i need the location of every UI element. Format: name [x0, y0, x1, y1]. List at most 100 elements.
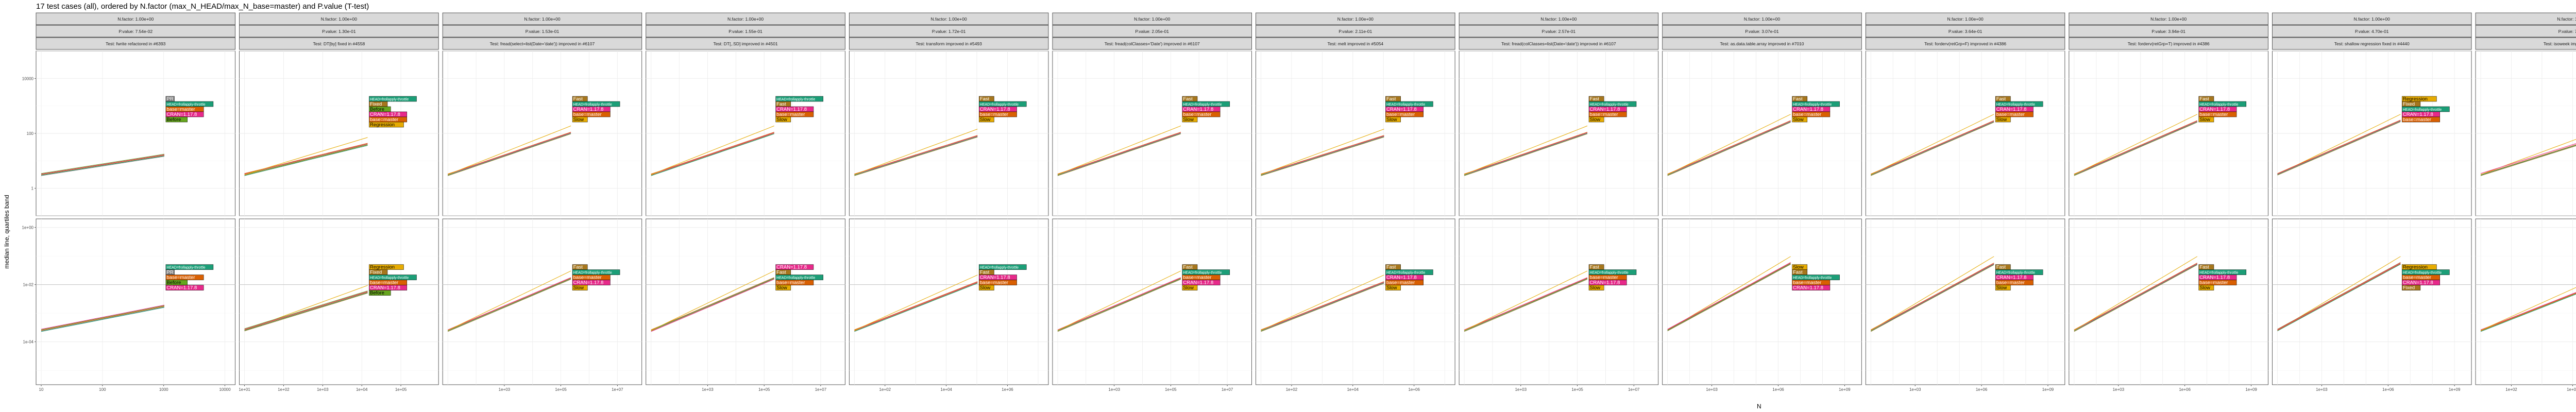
facet-strip-label: Test: DT[,.SD] improved in #4501 — [713, 41, 777, 46]
series-line — [651, 270, 774, 331]
series-label: Fast — [1996, 96, 2006, 102]
series-label-box — [979, 274, 1017, 280]
series-label-box — [979, 280, 1017, 285]
facet-strip — [2475, 37, 2576, 50]
facet-strip — [1052, 37, 1252, 50]
facet-strip-label: Test: fread(colClasses=list(Date='date')… — [1501, 41, 1616, 46]
panel-background — [2272, 50, 2472, 216]
panel-background — [36, 50, 235, 216]
panel-background — [1865, 50, 2065, 216]
series-label-box — [1182, 111, 1221, 117]
series-label-box — [1792, 116, 1808, 123]
series-label-box — [572, 96, 588, 102]
series-label-box — [1792, 269, 1808, 275]
series-label: Fast — [1793, 270, 1803, 276]
series-line — [1057, 132, 1181, 175]
facet-strip-label: Test: forderv(retGrp=F) improved in #438… — [1924, 41, 2006, 46]
series-label: HEAD=frollapply-throttle — [776, 98, 815, 101]
series-line — [2277, 263, 2401, 331]
facet-strip-label: Test: shallow regression fixed in #4440 — [2334, 41, 2410, 46]
series-line — [2074, 264, 2198, 332]
series-label: Fast — [980, 270, 990, 276]
series-label: CRAN=1.17.8 — [1793, 107, 1823, 112]
facet-strip — [646, 12, 845, 25]
series-line — [244, 291, 368, 330]
series-line — [2277, 262, 2401, 330]
series-label-box — [369, 264, 404, 270]
series-label: HEAD=frollapply-throttle — [166, 266, 205, 270]
panel-background — [1662, 50, 1862, 216]
series-line — [1667, 263, 1791, 330]
panel-background — [239, 218, 439, 385]
x-tick-label: 1e+04 — [2567, 387, 2576, 392]
series-line — [1057, 277, 1181, 330]
series-label: HEAD=frollapply-throttle — [980, 266, 1019, 270]
series-label: PR — [166, 270, 173, 276]
facet-strip-label: N.factor: 1.00e+00 — [2354, 16, 2390, 22]
facet-strip — [239, 25, 439, 38]
series-line — [1667, 114, 1791, 175]
series-label-box — [775, 96, 823, 102]
series-line — [651, 279, 774, 332]
series-label: Regression — [370, 265, 395, 270]
series-label: Slow — [573, 285, 584, 291]
facet-strip-label: N.factor: 1.00e+00 — [1134, 16, 1170, 22]
facet-strip-label: Test: melt improved in #5054 — [1327, 41, 1383, 46]
series-label-box — [165, 106, 204, 112]
series-label: base=master — [1793, 280, 1821, 286]
series-label-box — [1182, 106, 1221, 112]
series-line — [1667, 122, 1791, 176]
facet-strip-label: P.value: 4.70e-01 — [2355, 29, 2389, 34]
series-line — [1057, 133, 1181, 176]
series-label: base=master — [1590, 112, 1618, 117]
series-label-box — [1792, 96, 1808, 102]
series-label-box — [775, 264, 814, 270]
x-tick-label: 1e+05 — [395, 387, 407, 392]
series-label: HEAD=frollapply-throttle — [573, 271, 612, 275]
facet-strip — [2272, 12, 2472, 25]
series-label-box — [775, 101, 791, 107]
series-line — [1464, 132, 1588, 175]
x-tick-label: 1e+03 — [1515, 387, 1527, 392]
series-label-box — [369, 285, 408, 290]
facet-strip — [36, 12, 235, 25]
series-line — [244, 144, 368, 176]
y-tick-label: 1e+00 — [22, 226, 34, 230]
series-label-box — [775, 274, 823, 280]
facet-strip-label: P.value: 3.07e-01 — [1745, 29, 1779, 34]
series-label: HEAD=frollapply-throttle — [166, 103, 205, 107]
panel-background — [646, 218, 845, 385]
series-line — [244, 291, 368, 330]
series-line — [2277, 264, 2401, 332]
facet-panel: N.factor: 1.00e+00 P.value: 2.11e-01 Test:… — [1256, 12, 1455, 392]
x-tick-label: 1e+07 — [815, 387, 827, 392]
facet-strip-label: P.value: 3.64e-01 — [1948, 29, 1982, 34]
series-label-box — [2198, 101, 2247, 107]
series-label: HEAD=frollapply-throttle — [1996, 271, 2035, 275]
facet-strip-label: P.value: 1.30e-01 — [322, 29, 356, 34]
series-label: Slow — [776, 285, 787, 291]
x-tick-label: 1e+02 — [1286, 387, 1298, 392]
series-line — [1057, 279, 1181, 332]
x-tick-label: 1e+06 — [1976, 387, 1988, 392]
series-label-box — [2198, 264, 2214, 270]
x-tick-label: 1e+05 — [758, 387, 770, 392]
series-line — [1871, 256, 1994, 331]
series-label: CRAN=1.17.8 — [2199, 107, 2230, 112]
series-line — [854, 274, 978, 331]
facet-strip — [36, 25, 235, 38]
series-label: Regression — [2403, 96, 2428, 102]
series-label: Before — [166, 280, 181, 286]
series-label-box — [572, 274, 611, 280]
series-label: CRAN=1.17.8 — [1386, 107, 1417, 112]
series-line — [1057, 278, 1181, 332]
series-label: Fast — [1386, 96, 1396, 102]
series-line — [448, 133, 571, 176]
series-label: base=master — [1183, 275, 1211, 281]
series-label: Regression — [2403, 265, 2428, 270]
facet-strip — [2069, 12, 2268, 25]
x-tick-label: 1e+02 — [2505, 387, 2517, 392]
series-line — [1464, 133, 1588, 176]
x-tick-label: 1000 — [159, 387, 168, 392]
series-line — [41, 306, 164, 332]
